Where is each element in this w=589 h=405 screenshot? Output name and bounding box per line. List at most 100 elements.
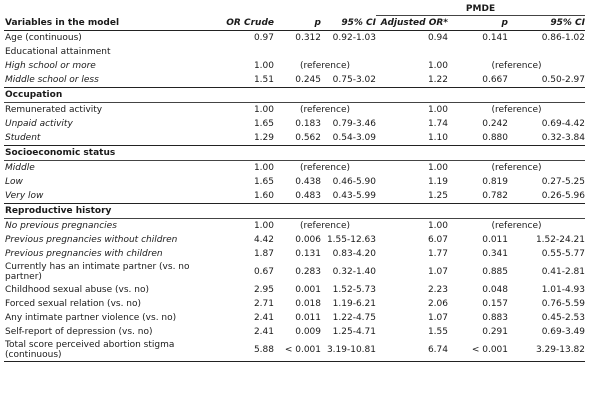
p-adjusted-value: 0.011: [482, 235, 508, 245]
or-crude-value: 1.29: [253, 133, 274, 143]
or-adjusted-value: 1.00: [427, 163, 448, 173]
reference-marker-crude: (reference): [300, 221, 350, 231]
ci-adjusted-value: [508, 45, 585, 59]
variable-label: No previous pregnancies: [5, 221, 117, 231]
or-crude-value: 1.00: [253, 105, 274, 115]
p-crude-value: 0.009: [295, 327, 321, 337]
variable-label: Very low: [5, 191, 44, 201]
col-header-variables: Variables in the model: [4, 15, 200, 31]
ci-crude-value: 3.19-10.81: [321, 339, 376, 362]
ci-crude-value: 0.83-4.20: [332, 249, 376, 259]
ci-crude-value: 0.32-1.40: [332, 266, 376, 277]
p-crude-value: 0.438: [295, 177, 321, 187]
p-crude-value: 0.018: [295, 299, 321, 309]
reference-marker-adjusted: (reference): [491, 105, 542, 115]
or-crude-value: 1.87: [253, 249, 274, 259]
variable-label: Remunerated activity: [5, 105, 103, 115]
table-row: Student 1.29 0.562 0.54-3.09 1.10 0.880 0.32-3…: [4, 131, 585, 146]
or-crude-value: 1.65: [253, 177, 274, 187]
ci-crude-value: 0.75-3.02: [332, 75, 376, 85]
ci-adjusted-value: 0.50-2.97: [541, 75, 586, 85]
or-crude-value: 4.42: [253, 235, 274, 245]
p-crude-value: < 0.001: [274, 339, 321, 362]
or-crude-value: 0.67: [253, 266, 274, 277]
p-adjusted-value: 0.242: [482, 119, 508, 129]
col-header-or-crude: OR Crude: [200, 15, 274, 31]
variable-label: Student: [5, 133, 41, 143]
reference-row: Remunerated activity 1.00 (reference) 1.00 (…: [4, 103, 585, 118]
variable-label: Self-report of depression (vs. no): [5, 327, 153, 337]
or-adjusted-value: 1.22: [427, 75, 448, 85]
reference-row: High school or more 1.00 (reference) 1.00 (r…: [4, 59, 585, 73]
p-adjusted-value: < 0.001: [448, 339, 508, 362]
variable-label: Any intimate partner violence (vs. no): [5, 313, 177, 323]
ci-crude-value: 0.79-3.46: [332, 119, 376, 129]
ci-crude-value: 1.22-4.75: [332, 313, 376, 323]
or-adjusted-value: 6.07: [427, 235, 448, 245]
group-header-pmde: PMDE: [376, 3, 586, 16]
variable-label: Forced sexual relation (vs. no): [5, 299, 142, 309]
ci-adjusted-value: 0.45-2.53: [541, 313, 586, 323]
table-row: Unpaid activity 1.65 0.183 0.79-3.46 1.74 0.2…: [4, 117, 585, 131]
reference-marker-adjusted: (reference): [491, 61, 542, 71]
or-crude-value: 1.00: [253, 163, 274, 173]
reference-row: Middle 1.00 (reference) 1.00 (reference): [4, 161, 585, 176]
ci-adjusted-value: 0.69-4.42: [541, 119, 586, 129]
reference-marker-crude: (reference): [300, 163, 350, 173]
or-crude-value: 1.00: [253, 221, 274, 231]
ci-adjusted-value: 0.41-2.81: [541, 266, 586, 277]
or-adjusted-value: 1.77: [427, 249, 448, 259]
or-crude-value: 2.71: [253, 299, 274, 309]
reference-row: No previous pregnancies 1.00 (reference) 1.…: [4, 219, 585, 234]
table-row: Previous pregnancies with children 1.87 0.…: [4, 247, 585, 261]
col-header-ci-adjusted: 95% CI: [508, 15, 586, 31]
section-header-row: Occupation: [4, 87, 586, 103]
or-crude-value: 5.88: [200, 339, 274, 362]
p-adjusted-value: 0.883: [482, 313, 508, 323]
table-row: Previous pregnancies without children 4.4…: [4, 233, 585, 247]
reference-marker-adjusted: (reference): [491, 163, 542, 173]
or-adjusted-value: 1.55: [427, 327, 448, 337]
or-crude-value: [200, 45, 274, 59]
ci-crude-value: 1.52-5.73: [332, 285, 376, 295]
variable-label: Age (continuous): [5, 33, 82, 43]
table-row: Middle school or less 1.51 0.245 0.75-3.02 1…: [4, 73, 585, 88]
variable-label: Educational attainment: [5, 47, 111, 57]
col-header-ci-crude: 95% CI: [321, 15, 376, 31]
p-adjusted-value: 0.667: [482, 75, 508, 85]
ci-crude-value: 0.43-5.99: [332, 191, 376, 201]
table-row: Low 1.65 0.438 0.46-5.90 1.19 0.819 0.27-5.25: [4, 175, 585, 189]
or-adjusted-value: 1.10: [427, 133, 448, 143]
section-label: Occupation: [4, 87, 586, 103]
p-adjusted-value: 0.782: [482, 191, 508, 201]
ci-adjusted-value: 0.32-3.84: [541, 133, 586, 143]
p-crude-value: 0.006: [295, 235, 321, 245]
reference-marker-adjusted: (reference): [491, 221, 542, 231]
table-row: Total score perceived abortion stigma (c…: [4, 339, 586, 362]
p-crude-value: 0.245: [295, 75, 321, 85]
ci-adjusted-value: 1.52-24.21: [535, 235, 586, 245]
p-crude-value: 0.483: [295, 191, 321, 201]
p-adjusted-value: 0.048: [482, 285, 508, 295]
p-crude-value: 0.283: [295, 266, 321, 277]
p-crude-value: 0.001: [295, 285, 321, 295]
variable-label: Middle school or less: [5, 75, 99, 85]
table-row: Forced sexual relation (vs. no) 2.71 0.018…: [4, 297, 585, 311]
p-adjusted-value: 0.819: [482, 177, 508, 187]
variable-label: Low: [5, 177, 23, 187]
variable-label: Previous pregnancies with children: [5, 249, 163, 259]
ci-crude-value: 0.54-3.09: [332, 133, 376, 143]
section-header-row: Socioeconomic status: [4, 145, 586, 161]
or-adjusted-value: 2.06: [427, 299, 448, 309]
p-crude-value: 0.312: [295, 33, 321, 43]
p-crude-value: 0.011: [295, 313, 321, 323]
table-row: Age (continuous) 0.97 0.312 0.92-1.03 0.94 0.…: [4, 31, 585, 46]
or-crude-value: 2.41: [253, 327, 274, 337]
ci-adjusted-value: 0.69-3.49: [541, 327, 586, 337]
p-crude-value: 0.183: [295, 119, 321, 129]
p-adjusted-value: 0.157: [482, 299, 508, 309]
or-crude-value: 1.51: [253, 75, 274, 85]
column-header-row: Variables in the model OR Crude p 95% CI…: [4, 15, 586, 31]
p-adjusted-value: 0.141: [482, 33, 508, 43]
or-crude-value: 1.60: [253, 191, 274, 201]
